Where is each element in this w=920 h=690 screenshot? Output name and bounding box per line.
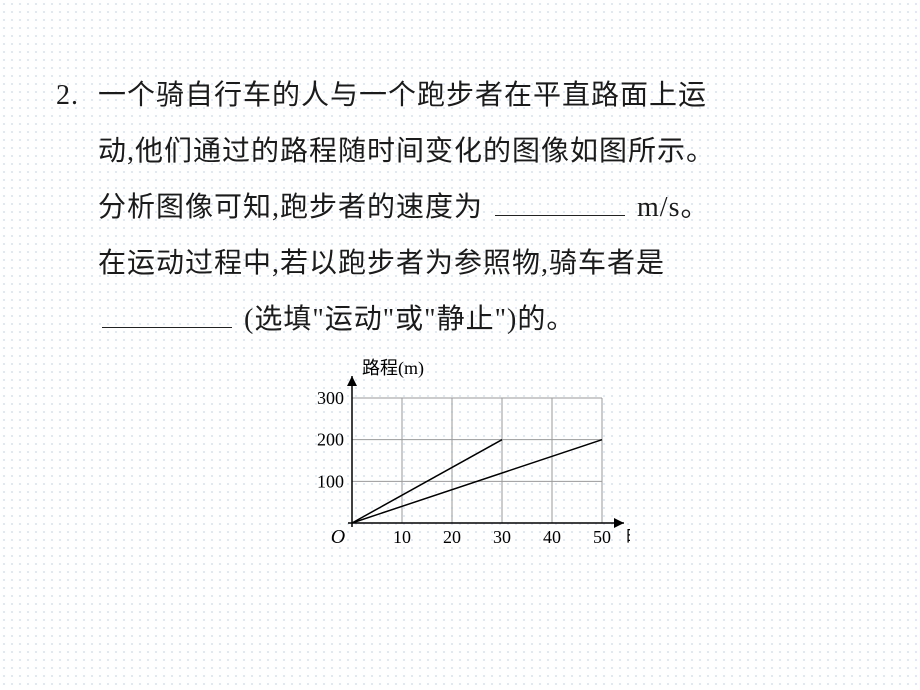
blank-speed[interactable] xyxy=(495,187,625,216)
svg-text:50: 50 xyxy=(593,527,611,547)
svg-text:时间(s): 时间(s) xyxy=(626,527,630,548)
svg-text:O: O xyxy=(331,526,345,548)
svg-text:30: 30 xyxy=(493,527,511,547)
question-block: 2. 一个骑自行车的人与一个跑步者在平直路面上运 动,他们通过的路程随时间变化的… xyxy=(0,68,920,348)
svg-text:20: 20 xyxy=(443,527,461,547)
question-text-line1: 一个骑自行车的人与一个跑步者在平直路面上运 xyxy=(98,80,707,111)
svg-text:200: 200 xyxy=(317,430,344,450)
blank-state[interactable] xyxy=(102,299,232,328)
svg-text:40: 40 xyxy=(543,527,561,547)
chart-container: 10 20 30 40 50 100 200 300 O 路程(m) 时间(s) xyxy=(0,358,920,583)
question-text-line3b: m/s。 xyxy=(637,192,709,223)
svg-text:300: 300 xyxy=(317,388,344,408)
svg-text:10: 10 xyxy=(393,527,411,547)
question-text-line2: 动,他们通过的路程随时间变化的图像如图所示。 xyxy=(98,136,715,167)
svg-text:100: 100 xyxy=(317,471,344,491)
page: 2. 一个骑自行车的人与一个跑步者在平直路面上运 动,他们通过的路程随时间变化的… xyxy=(0,0,920,690)
question-text-line4: 在运动过程中,若以跑步者为参照物,骑车者是 xyxy=(98,248,665,279)
question-text-line5b: (选填"运动"或"静止")的。 xyxy=(244,304,575,335)
distance-time-chart: 10 20 30 40 50 100 200 300 O 路程(m) 时间(s) xyxy=(290,358,630,583)
question-text-line3a: 分析图像可知,跑步者的速度为 xyxy=(98,192,483,223)
question-number: 2. xyxy=(56,68,79,124)
svg-text:路程(m): 路程(m) xyxy=(362,358,424,379)
